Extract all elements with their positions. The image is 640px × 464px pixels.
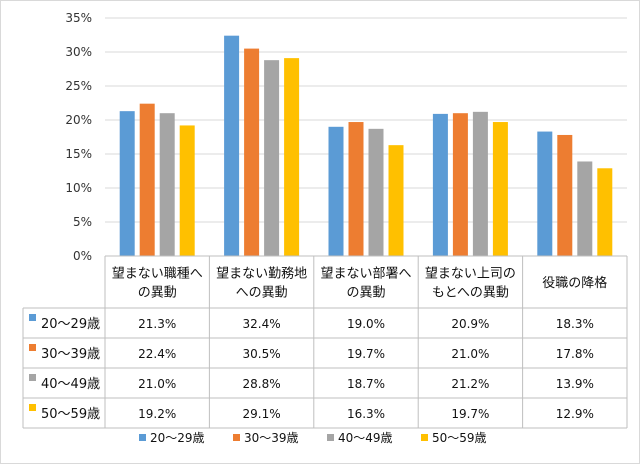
data-label: 29.1%	[243, 407, 281, 421]
bar	[264, 60, 280, 256]
legend-marker	[327, 434, 334, 441]
y-tick-label: 30%	[65, 45, 92, 59]
legend-key	[29, 374, 36, 381]
series-row-label: 50～59歳	[41, 407, 100, 422]
legend-marker	[139, 434, 146, 441]
data-label: 21.0%	[138, 377, 176, 391]
bar	[159, 113, 175, 256]
legend-marker	[233, 434, 240, 441]
bar	[284, 58, 300, 257]
bar	[179, 125, 195, 256]
category-label: 望まない職種へ	[112, 266, 203, 282]
data-label: 21.0%	[451, 347, 489, 361]
series-row-label: 40～49歳	[41, 377, 100, 392]
legend-key	[29, 344, 36, 351]
legend-key	[29, 314, 36, 321]
data-label: 28.8%	[243, 377, 281, 391]
category-label: の異動	[346, 286, 385, 301]
data-label: 19.7%	[451, 407, 489, 421]
data-label: 12.9%	[556, 407, 594, 421]
legend-entry: 40～49歳	[338, 431, 393, 445]
bar	[368, 128, 384, 256]
legend-key	[29, 404, 36, 411]
data-label: 30.5%	[243, 347, 281, 361]
category-label: もとへの異動	[432, 286, 509, 301]
bar	[452, 113, 468, 256]
y-tick-label: 10%	[65, 181, 92, 195]
series-row-label: 20～29歳	[41, 317, 100, 332]
category-label: 望まない上司の	[425, 266, 516, 282]
data-label: 18.7%	[347, 377, 385, 391]
data-label: 19.2%	[138, 407, 176, 421]
data-label: 18.3%	[556, 317, 594, 331]
bar	[597, 168, 613, 256]
series-row-label: 30～39歳	[41, 347, 100, 362]
data-label: 32.4%	[243, 317, 281, 331]
bar	[139, 103, 155, 257]
legend-marker	[421, 434, 428, 441]
data-label: 16.3%	[347, 407, 385, 421]
bar	[328, 126, 344, 256]
bar	[557, 134, 573, 256]
data-label: 19.7%	[347, 347, 385, 361]
bar	[388, 145, 404, 256]
data-label: 21.2%	[451, 377, 489, 391]
category-label: 役職の降格	[542, 275, 607, 291]
category-label: 望まない勤務地	[216, 266, 307, 282]
data-label: 20.9%	[451, 317, 489, 331]
y-tick-label: 5%	[73, 215, 92, 229]
category-label: の異動	[138, 286, 177, 301]
data-label: 19.0%	[347, 317, 385, 331]
category-label: 望まない部署へ	[320, 266, 411, 282]
bar	[348, 122, 364, 256]
bar	[244, 48, 260, 256]
legend-entry: 50～59歳	[432, 431, 487, 445]
bar	[432, 113, 448, 256]
y-tick-label: 35%	[65, 11, 92, 25]
data-label: 13.9%	[556, 377, 594, 391]
y-tick-label: 0%	[73, 249, 92, 263]
data-label: 22.4%	[138, 347, 176, 361]
bar	[224, 35, 240, 257]
legend-entry: 30～39歳	[244, 431, 299, 445]
bar	[472, 111, 488, 256]
data-label: 21.3%	[138, 317, 176, 331]
category-label: への異動	[236, 286, 288, 301]
y-tick-label: 15%	[65, 147, 92, 161]
bar	[119, 111, 135, 256]
y-tick-label: 20%	[65, 113, 92, 127]
bar	[537, 131, 553, 256]
data-label: 17.8%	[556, 347, 594, 361]
legend-entry: 20～29歳	[150, 431, 205, 445]
bar	[492, 122, 508, 256]
bar	[577, 161, 593, 256]
y-tick-label: 25%	[65, 79, 92, 93]
